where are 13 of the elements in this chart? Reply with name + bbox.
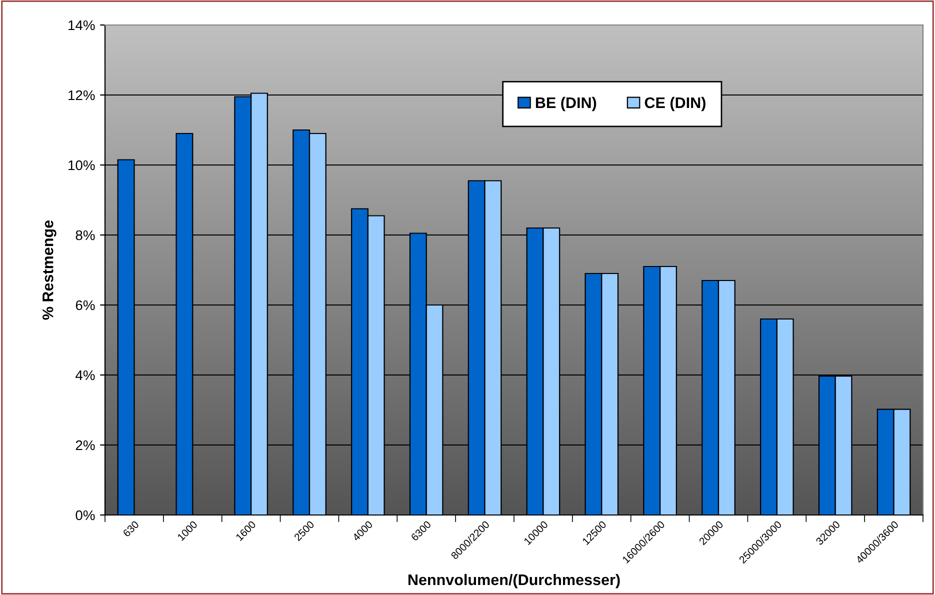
y-tick-label: 14% (68, 20, 95, 30)
y-tick-label: 12% (68, 90, 95, 100)
legend-label: CE (DIN) (644, 96, 706, 112)
y-tick-label: 4% (76, 370, 95, 380)
y-tick-label: 8% (76, 230, 95, 240)
y-tick-label: 10% (68, 160, 95, 170)
y-tick-label: 6% (76, 300, 95, 310)
legend-label: BE (DIN) (536, 96, 596, 112)
y-tick-label: 2% (76, 440, 95, 450)
x-tick-label: 630 (122, 520, 140, 538)
y-tick-label: 0% (76, 510, 95, 520)
x-axis-title: Nennvolumen/(Durchmesser) (408, 574, 620, 588)
y-axis-title: % Restmenge (42, 220, 56, 320)
